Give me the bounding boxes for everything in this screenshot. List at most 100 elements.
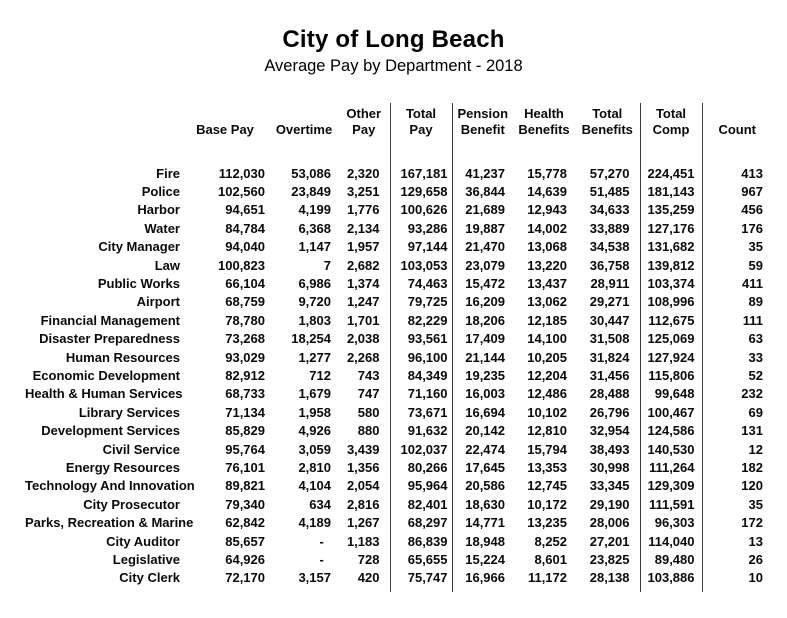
table-row: Police 102,560 23,849 3,251 129,658 36,844 14,… — [25, 182, 772, 201]
cell-other_pay: 2,268 — [338, 347, 391, 367]
cell-total_comp: 124,586 — [640, 421, 703, 440]
cell-department: Public Works — [97, 276, 180, 292]
table-row: Legislative 64,926 - 728 65,655 15,224 8,601 2… — [25, 550, 772, 569]
table-row: Disaster Preparedness 73,268 18,254 2,038 93… — [25, 329, 772, 348]
cell-pension_benefit: 16,003 — [465, 386, 505, 402]
cell-count: 33 — [748, 349, 763, 365]
cell-total_pay: 68,297 — [390, 513, 453, 532]
cell-health_benefits: 14,100 — [527, 331, 567, 347]
cell-total_benefits: 33,889 — [575, 219, 641, 238]
cell-department: Human Resources — [65, 349, 180, 365]
cell-other_pay: 2,816 — [338, 495, 391, 514]
cell-total_comp: 111,591 — [640, 495, 703, 514]
cell-overtime: 1,277 — [298, 349, 331, 365]
cell-total_comp: 140,530 — [640, 439, 703, 459]
cell-total_pay: 93,561 — [390, 329, 453, 348]
pay-by-department-table: Base Pay Overtime Other Pay Total Pay Pe… — [25, 103, 772, 592]
table-body: Fire 112,030 53,086 2,320 167,181 41,237 15,77… — [25, 164, 772, 587]
cell-total_pay: 95,964 — [390, 476, 453, 496]
table-row: Economic Development 82,912 712 743 84,349 19… — [25, 366, 772, 385]
cell-pension_benefit: 21,144 — [465, 349, 505, 365]
cell-department: Disaster Preparedness — [39, 331, 180, 347]
cell-count: 89 — [748, 294, 763, 310]
cell-total_benefits: 38,493 — [575, 439, 641, 459]
cell-total_benefits: 28,138 — [575, 568, 641, 587]
cell-base_pay: 62,842 — [225, 515, 265, 531]
cell-department: City Prosecutor — [83, 496, 180, 512]
cell-overtime: 18,254 — [291, 331, 331, 347]
cell-health_benefits: 11,172 — [527, 570, 567, 586]
cell-other_pay: 1,247 — [338, 292, 391, 312]
table-row: Human Resources 93,029 1,277 2,268 96,100 21,… — [25, 347, 772, 367]
cell-base_pay: 79,340 — [225, 496, 265, 512]
cell-total_comp: 100,467 — [640, 403, 703, 422]
cell-count: 12 — [748, 441, 763, 457]
cell-overtime: 4,189 — [298, 515, 331, 531]
cell-base_pay: 72,170 — [225, 570, 265, 586]
cell-overtime: - — [319, 551, 331, 567]
cell-overtime: 4,199 — [298, 202, 331, 218]
cell-total_comp: 103,374 — [640, 274, 703, 293]
header-count: Count — [718, 121, 757, 137]
cell-health_benefits: 8,601 — [534, 551, 567, 567]
cell-total_benefits: 31,508 — [575, 329, 641, 348]
cell-other_pay: 1,701 — [338, 311, 391, 330]
cell-health_benefits: 13,068 — [527, 239, 567, 255]
cell-pension_benefit: 41,237 — [465, 165, 505, 181]
cell-total_pay: 93,286 — [390, 219, 453, 238]
cell-health_benefits: 10,102 — [527, 404, 567, 420]
cell-total_benefits: 34,633 — [575, 200, 641, 220]
cell-count: 176 — [741, 220, 763, 236]
cell-total_comp: 96,303 — [640, 513, 703, 532]
cell-department: Harbor — [137, 202, 180, 218]
cell-pension_benefit: 15,224 — [465, 551, 505, 567]
cell-total_comp: 115,806 — [640, 366, 703, 385]
cell-base_pay: 95,764 — [225, 441, 265, 457]
table-header: Base Pay Overtime Other Pay Total Pay Pe… — [25, 103, 772, 164]
cell-total_comp: 131,682 — [640, 237, 703, 256]
cell-pension_benefit: 15,472 — [465, 276, 505, 292]
cell-total_pay: 102,037 — [390, 439, 453, 459]
cell-total_benefits: 31,456 — [575, 366, 641, 385]
cell-overtime: - — [319, 533, 331, 549]
cell-health_benefits: 12,185 — [527, 312, 567, 328]
table-row: Civil Service 95,764 3,059 3,439 102,037 22,4… — [25, 439, 772, 459]
table-row: City Auditor 85,657 - 1,183 86,839 18,948 8,2… — [25, 531, 772, 551]
cell-total_benefits: 51,485 — [575, 182, 641, 201]
cell-total_comp: 125,069 — [640, 329, 703, 348]
cell-health_benefits: 10,172 — [527, 496, 567, 512]
cell-count: 456 — [741, 202, 763, 218]
cell-total_pay: 129,658 — [390, 182, 453, 201]
table-row: City Manager 94,040 1,147 1,957 97,144 21,470… — [25, 237, 772, 256]
cell-other_pay: 1,374 — [338, 274, 391, 293]
cell-total_comp: 114,040 — [640, 531, 703, 551]
cell-health_benefits: 15,794 — [527, 441, 567, 457]
cell-total_comp: 89,480 — [640, 550, 703, 569]
cell-total_pay: 96,100 — [390, 347, 453, 367]
cell-total_pay: 73,671 — [390, 403, 453, 422]
cell-total_comp: 111,264 — [640, 458, 703, 477]
cell-count: 10 — [748, 570, 763, 586]
cell-overtime: 1,147 — [298, 239, 331, 255]
cell-total_comp: 135,259 — [640, 200, 703, 220]
header-total-pay: Total Pay — [390, 103, 453, 164]
cell-overtime: 9,720 — [298, 294, 331, 310]
cell-count: 411 — [742, 276, 763, 292]
cell-health_benefits: 10,205 — [527, 349, 567, 365]
cell-total_benefits: 32,954 — [575, 421, 641, 440]
cell-pension_benefit: 23,079 — [465, 257, 505, 273]
table-row: Energy Resources 76,101 2,810 1,356 80,266 17… — [25, 458, 772, 477]
cell-base_pay: 102,560 — [218, 184, 265, 200]
cell-base_pay: 85,657 — [225, 533, 265, 549]
cell-department: Parks, Recreation & Marine — [25, 515, 194, 531]
table-row: Public Works 66,104 6,986 1,374 74,463 15,472… — [25, 274, 772, 293]
cell-base_pay: 93,029 — [225, 349, 265, 365]
cell-health_benefits: 12,943 — [527, 202, 567, 218]
cell-pension_benefit: 18,948 — [465, 533, 505, 549]
cell-pension_benefit: 21,470 — [465, 239, 505, 255]
table-row: Fire 112,030 53,086 2,320 167,181 41,237 15,77… — [25, 164, 772, 183]
cell-total_pay: 100,626 — [390, 200, 453, 220]
header-other-pay: Other Pay — [338, 103, 391, 164]
cell-total_benefits: 57,270 — [575, 164, 641, 183]
cell-other_pay: 3,439 — [338, 439, 391, 459]
